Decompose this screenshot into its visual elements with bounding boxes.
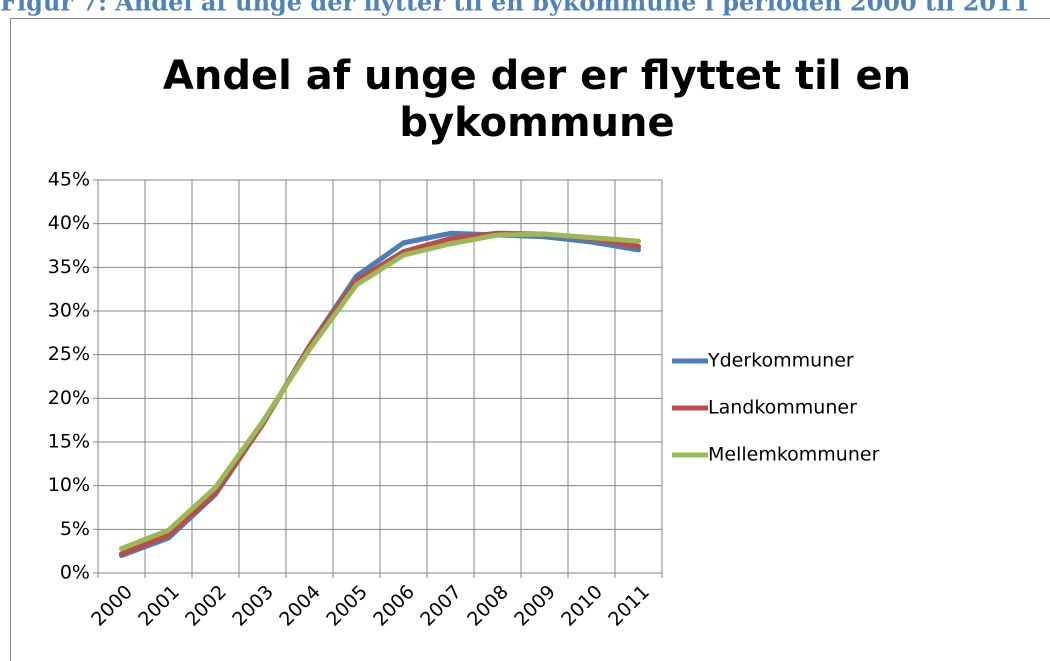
x-tick-label: 2000: [87, 581, 137, 631]
legend-label: Landkommuner: [708, 397, 857, 419]
y-tick-label: 10%: [48, 474, 90, 496]
x-tick-label: 2003: [228, 581, 278, 631]
x-tick-label: 2005: [322, 581, 372, 631]
x-tick-label: 2002: [181, 581, 231, 631]
chart-title: bykommune: [399, 100, 674, 146]
x-tick-label: 2004: [275, 581, 325, 631]
chart-title: Andel af unge der er flyttet til en: [163, 53, 911, 99]
x-tick-label: 2007: [416, 581, 466, 631]
y-tick-label: 25%: [48, 343, 90, 365]
x-tick-label: 2001: [134, 581, 184, 631]
y-tick-label: 5%: [60, 518, 90, 540]
y-tick-label: 0%: [60, 562, 90, 584]
y-tick-label: 35%: [48, 256, 90, 278]
legend-label: Mellemkommuner: [708, 444, 880, 466]
y-tick-label: 30%: [48, 300, 90, 322]
x-tick-label: 2010: [557, 581, 607, 631]
x-tick-label: 2011: [604, 581, 654, 631]
legend-label: Yderkommuner: [707, 350, 854, 372]
y-tick-label: 15%: [48, 431, 90, 453]
y-tick-label: 20%: [48, 387, 90, 409]
y-tick-label: 40%: [48, 212, 90, 234]
x-tick-label: 2009: [510, 581, 560, 631]
y-tick-label: 45%: [48, 169, 90, 191]
chart-frame: [10, 18, 1050, 661]
caption: Figur 7: Andel af unge der flytter til e…: [0, 0, 1030, 17]
x-tick-label: 2008: [463, 581, 513, 631]
x-tick-label: 2006: [369, 581, 419, 631]
series-line: [119, 231, 641, 552]
